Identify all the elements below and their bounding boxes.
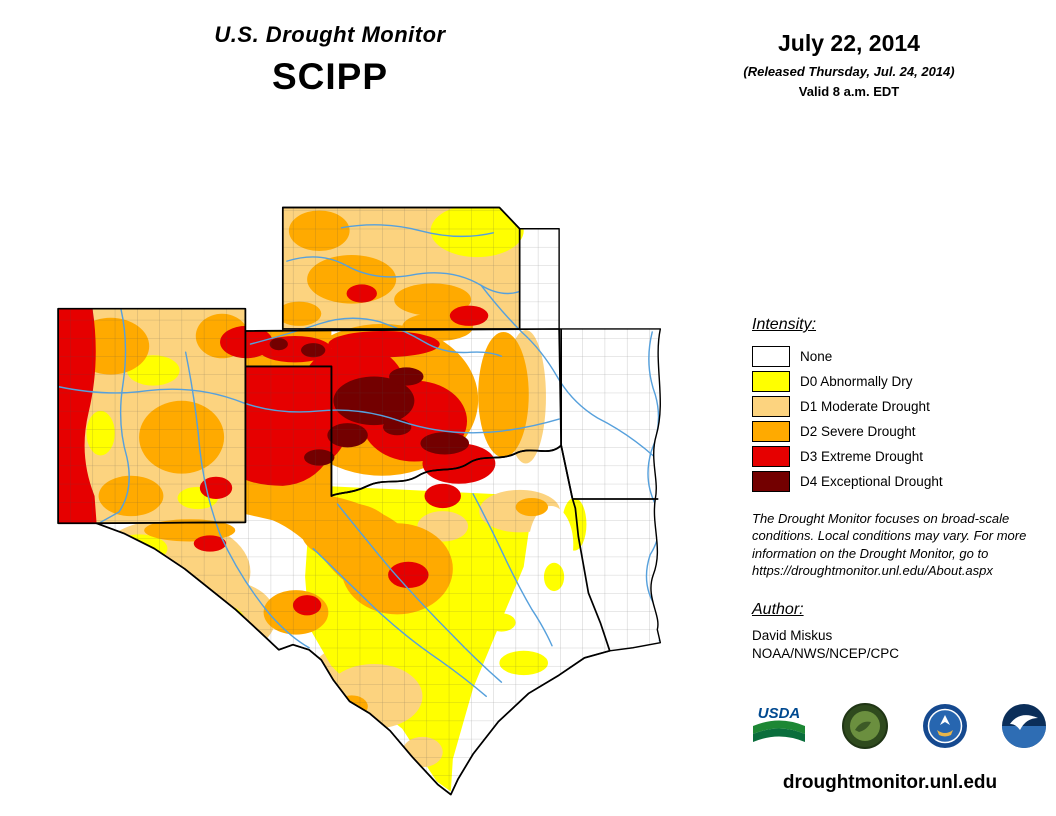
author-org: NOAA/NWS/NCEP/CPC — [752, 646, 900, 662]
legend-item-d0: D0 Abnormally Dry — [752, 371, 1050, 392]
footer-url: droughtmonitor.unl.edu — [782, 772, 998, 793]
legend-swatch-d0 — [752, 371, 790, 392]
legend-item-d2: D2 Severe Drought — [752, 421, 1050, 442]
legend-label-none: None — [800, 349, 833, 364]
usda-logo-text: USDA — [758, 705, 801, 722]
legend-panel: Intensity: None D0 Abnormally Dry D1 Mod… — [752, 316, 1050, 661]
drought-monitor-title: U.S. Drought Monitor — [214, 22, 446, 47]
intensity-legend: None D0 Abnormally Dry D1 Moderate Droug… — [752, 346, 1050, 492]
ndmc-logo — [842, 703, 889, 749]
date-block: July 22, 2014 (Released Thursday, Jul. 2… — [706, 30, 992, 99]
valid-time: Valid 8 a.m. EDT — [798, 84, 900, 99]
drought-map-container — [48, 192, 716, 810]
disclaimer-text: The Drought Monitor focuses on broad-sca… — [752, 511, 1027, 578]
commerce-seal-logo — [922, 704, 967, 748]
intensity-heading: Intensity: — [752, 316, 817, 333]
legend-label-d4: D4 Exceptional Drought — [800, 474, 943, 489]
legend-item-d4: D4 Exceptional Drought — [752, 471, 1050, 492]
legend-item-d1: D1 Moderate Drought — [752, 396, 1050, 417]
author-heading: Author: — [752, 601, 804, 619]
legend-item-d3: D3 Extreme Drought — [752, 446, 1050, 467]
legend-swatch-d3 — [752, 446, 790, 467]
legend-label-d2: D2 Severe Drought — [800, 424, 916, 439]
county-grid — [58, 207, 661, 795]
release-date: (Released Thursday, Jul. 24, 2014) — [743, 64, 955, 79]
map-region-subtitle: SCIPP — [271, 56, 389, 97]
legend-label-d1: D1 Moderate Drought — [800, 399, 930, 414]
usda-logo: USDA — [748, 702, 810, 750]
legend-swatch-d4 — [752, 471, 790, 492]
legend-label-d3: D3 Extreme Drought — [800, 449, 924, 464]
header-title-block: U.S. Drought Monitor SCIPP — [128, 22, 532, 98]
drought-map — [57, 206, 662, 796]
legend-label-d0: D0 Abnormally Dry — [800, 374, 913, 389]
logos-row: USDA — [748, 702, 1048, 750]
legend-item-none: None — [752, 346, 1050, 367]
legend-swatch-none — [752, 346, 790, 367]
author-name: David Miskus — [752, 628, 833, 644]
legend-swatch-d1 — [752, 396, 790, 417]
map-date: July 22, 2014 — [778, 30, 920, 56]
rivers-layer — [58, 224, 661, 698]
legend-swatch-d2 — [752, 421, 790, 442]
state-borders — [57, 206, 662, 796]
drought-fill-layers — [58, 207, 661, 795]
noaa-logo — [1001, 704, 1046, 748]
